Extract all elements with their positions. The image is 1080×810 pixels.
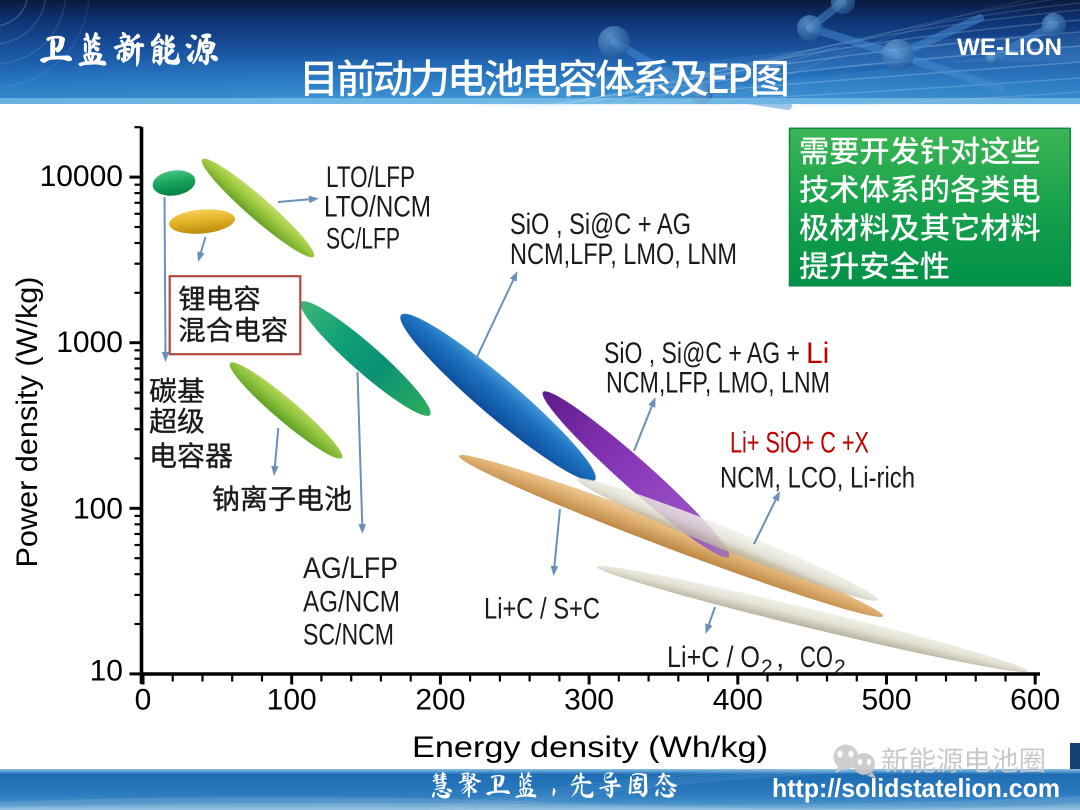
svg-text:Li+C / O: Li+C / O <box>667 641 760 674</box>
svg-text:SC/LFP: SC/LFP <box>326 223 400 256</box>
svg-text:100: 100 <box>267 684 317 717</box>
svg-text:http://solidstatelion.com: http://solidstatelion.com <box>772 773 1060 803</box>
svg-text:10: 10 <box>90 654 123 687</box>
svg-text:Energy density (Wh/kg): Energy density (Wh/kg) <box>412 731 768 764</box>
svg-text:NCM,LFP, LMO, LNM: NCM,LFP, LMO, LNM <box>606 367 830 400</box>
svg-text:400: 400 <box>713 684 763 717</box>
svg-text:10000: 10000 <box>40 160 123 193</box>
svg-text:2: 2 <box>834 656 846 679</box>
svg-text:600: 600 <box>1010 684 1060 717</box>
svg-text:AG/LFP: AG/LFP <box>303 552 398 585</box>
svg-text:Power density (W/kg): Power density (W/kg) <box>11 277 44 568</box>
svg-text:1000: 1000 <box>56 326 123 359</box>
svg-text:NCM, LCO, Li-rich: NCM, LCO, Li-rich <box>720 462 915 495</box>
svg-text:NCM,LFP, LMO, LNM: NCM,LFP, LMO, LNM <box>510 238 737 271</box>
svg-text:0: 0 <box>135 684 152 717</box>
svg-text:LTO/NCM: LTO/NCM <box>324 191 431 224</box>
svg-text:Li: Li <box>806 337 829 370</box>
svg-text:SC/NCM: SC/NCM <box>303 619 394 652</box>
svg-text:200: 200 <box>415 684 465 717</box>
svg-text:,: , <box>776 641 784 674</box>
svg-text:SiO , Si@C + AG: SiO , Si@C + AG <box>510 208 691 241</box>
svg-text:Li+ SiO+ C +X: Li+ SiO+ C +X <box>730 427 869 460</box>
svg-text:LTO/LFP: LTO/LFP <box>326 161 415 194</box>
svg-text:500: 500 <box>861 684 911 717</box>
svg-text:300: 300 <box>564 684 614 717</box>
svg-text:SiO , Si@C + AG +: SiO , Si@C + AG + <box>604 337 800 370</box>
svg-text:WE-LION: WE-LION <box>957 34 1062 61</box>
svg-text:Li+C / S+C: Li+C / S+C <box>484 593 600 626</box>
svg-text:AG/NCM: AG/NCM <box>303 586 400 619</box>
svg-text:2: 2 <box>761 656 773 679</box>
svg-text:CO: CO <box>800 641 833 674</box>
svg-text:100: 100 <box>73 492 123 525</box>
